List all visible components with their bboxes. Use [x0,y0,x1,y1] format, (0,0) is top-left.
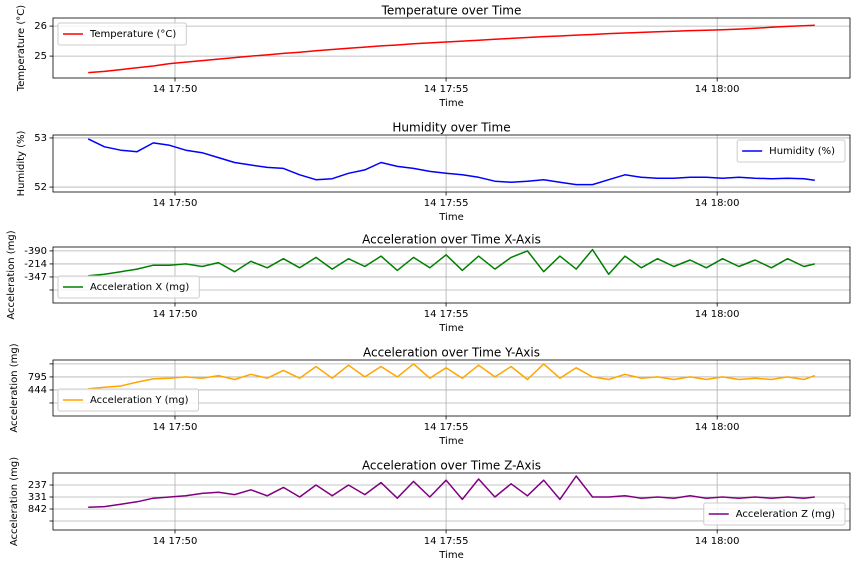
legend-label: Acceleration X (mg) [90,282,189,293]
legend-label: Temperature (°C) [89,29,176,40]
x-tick-label: 14 17:50 [153,422,198,433]
plot-frame [52,246,851,304]
data-line [87,138,815,186]
legend: Acceleration Z (mg) [703,502,846,526]
y-tick-label: 444 [28,385,47,396]
x-tick-label: 14 17:55 [424,198,469,209]
x-tick-label: 14 18:00 [695,309,740,320]
legend: Humidity (%) [736,139,846,163]
legend: Acceleration X (mg) [57,275,200,299]
x-tick-label: 14 17:55 [424,309,469,320]
x-axis-label: Time [438,436,463,447]
y-tick-label: -347 [24,272,47,283]
data-line [88,248,815,277]
chart-title: Temperature over Time [381,4,522,18]
legend: Temperature (°C) [57,22,187,46]
data-line [88,475,815,508]
x-tick-label: 14 18:00 [695,536,740,547]
legend-box [703,502,846,526]
x-tick-label: 14 18:00 [695,198,740,209]
x-axis-label: Time [438,98,463,109]
legend-label: Acceleration Z (mg) [736,509,835,520]
x-axis-label: Time [438,323,463,334]
chart-title: Acceleration over Time Z-Axis [362,459,541,473]
y-axis-label: Temperature (°C) [16,5,27,92]
legend: Acceleration Y (mg) [57,388,199,412]
x-tick-label: 14 17:55 [424,536,469,547]
legend-box [57,388,199,412]
data-line [88,24,815,74]
legend-box [57,275,200,299]
legend-box [736,139,846,163]
legend-label: Acceleration Y (mg) [90,395,189,406]
y-axis-label: Acceleration (mg) [6,230,17,319]
x-tick-label: 14 17:50 [153,84,198,95]
y-tick-label: 237 [28,480,47,491]
x-tick-label: 14 17:55 [424,422,469,433]
plot-frame [52,359,851,417]
legend-box [57,22,187,46]
chart-title: Humidity over Time [392,121,510,135]
y-tick-label: 331 [28,492,47,503]
y-tick-label: 25 [34,51,47,62]
x-tick-label: 14 17:50 [153,309,198,320]
y-axis-label: Humidity (%) [16,130,27,196]
x-tick-label: 14 17:55 [424,84,469,95]
chart-title: Acceleration over Time X-Axis [362,233,541,247]
y-axis-label: Acceleration (mg) [9,343,20,432]
y-tick-label: -214 [24,259,47,270]
plot-frame [52,472,851,531]
y-tick-label: -390 [24,246,47,257]
x-tick-label: 14 17:50 [153,198,198,209]
x-axis-label: Time [438,212,463,223]
y-tick-label: 795 [28,372,47,383]
y-tick-label: 52 [34,182,47,193]
plot-frame [52,17,851,79]
data-line [88,363,816,390]
x-tick-label: 14 18:00 [695,422,740,433]
y-axis-label: Acceleration (mg) [9,457,20,546]
y-tick-label: 842 [28,504,47,515]
x-tick-label: 14 17:50 [153,536,198,547]
legend-label: Humidity (%) [769,146,835,157]
plot-frame [52,134,851,193]
y-tick-label: 26 [34,21,47,32]
y-tick-label: 53 [34,133,47,144]
x-tick-label: 14 18:00 [695,84,740,95]
chart-title: Acceleration over Time Y-Axis [363,346,540,360]
x-axis-label: Time [438,550,463,561]
